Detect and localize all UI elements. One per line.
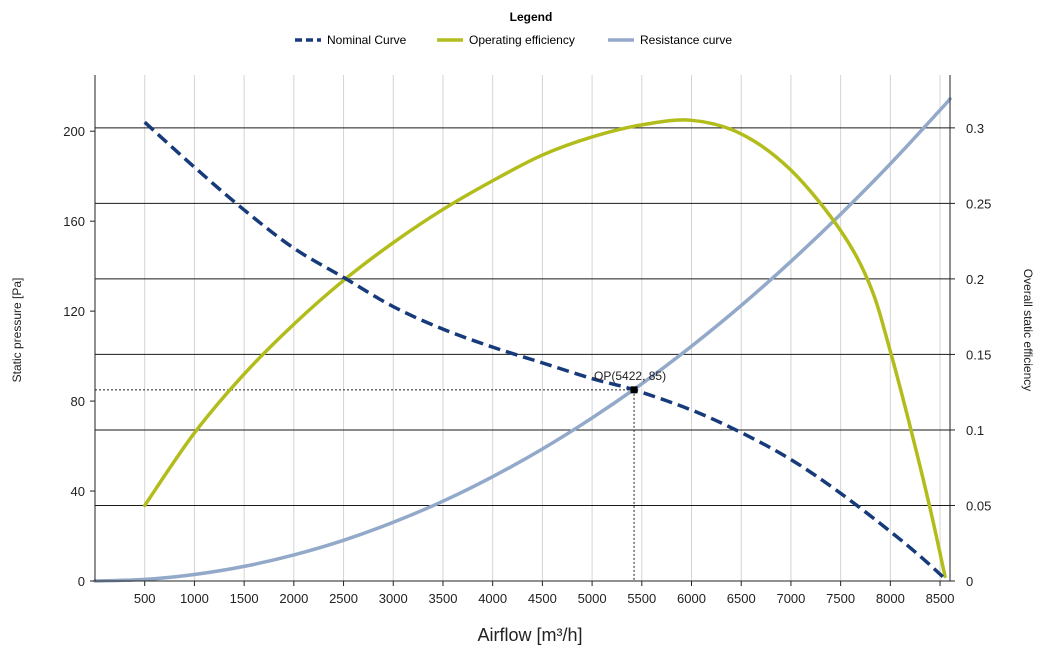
x-tick-labels: 500 1000 1500 2000 2500 3000 3500 4000 4500 5000 5… (134, 591, 955, 606)
legend-title: Legend (510, 10, 553, 24)
x-tick-label: 5000 (578, 591, 607, 606)
x-tick-label: 4500 (528, 591, 557, 606)
y-tick-label: 0 (78, 574, 85, 589)
y-tick-label: 40 (71, 484, 85, 499)
y2-tick-label: 0.25 (966, 196, 991, 211)
legend-label-resistance-curve: Resistance curve (640, 33, 732, 47)
x-tick-label: 8500 (926, 591, 955, 606)
x-tick-label: 3000 (379, 591, 408, 606)
y2-tick-label: 0.3 (966, 121, 984, 136)
x-tick-label: 7000 (776, 591, 805, 606)
x-tick-label: 4000 (478, 591, 507, 606)
vertical-gridlines (144, 75, 941, 581)
y2-tick-label: 0.15 (966, 347, 991, 362)
y-tick-label: 160 (63, 214, 85, 229)
x-axis-title: Airflow [m³/h] (477, 625, 582, 645)
y-tick-labels: 0 40 80 120 160 200 (63, 124, 85, 589)
axes (90, 75, 955, 586)
operating-point-label: OP(5422, 85) (594, 369, 666, 383)
y2-tick-label: 0.1 (966, 423, 984, 438)
operating-point-guides (95, 389, 635, 581)
legend: Legend Nominal Curve Operating efficiency… (295, 10, 732, 47)
operating-point: OP(5422, 85) (594, 369, 666, 394)
y2-tick-labels: 0 0.05 0.1 0.15 0.2 0.25 0.3 (966, 121, 991, 589)
legend-entries: Nominal Curve Operating efficiency Resista… (295, 33, 732, 47)
x-tick-label: 7500 (826, 591, 855, 606)
legend-label-operating-efficiency: Operating efficiency (469, 33, 575, 47)
y-tick-label: 80 (71, 394, 85, 409)
x-tick-label: 6500 (727, 591, 756, 606)
y-axis-title: Static pressure [Pa] (10, 278, 24, 383)
series-line-nominal-curve (143, 120, 947, 581)
plot-area: OP(5422, 85) (90, 75, 955, 586)
x-tick-label: 2000 (279, 591, 308, 606)
y-tick-label: 200 (63, 124, 85, 139)
y-tick-label: 120 (63, 304, 85, 319)
y2-axis-title: Overall static efficiency (1021, 269, 1035, 392)
y2-tick-label: 0.05 (966, 498, 991, 513)
x-tick-label: 3500 (429, 591, 458, 606)
series-group (93, 97, 952, 583)
y2-tick-label: 0 (966, 574, 973, 589)
x-tick-label: 8000 (876, 591, 905, 606)
y2-tick-label: 0.2 (966, 272, 984, 287)
x-tick-label: 2500 (329, 591, 358, 606)
series-line-operating-efficiency (142, 118, 947, 579)
x-tick-label: 1000 (180, 591, 209, 606)
series-line-resistance-curve (93, 97, 952, 583)
x-tick-label: 5500 (627, 591, 656, 606)
operating-point-marker (630, 386, 638, 394)
horizontal-gridlines (95, 127, 950, 506)
x-tick-label: 6000 (677, 591, 706, 606)
x-tick-label: 500 (134, 591, 156, 606)
legend-label-nominal-curve: Nominal Curve (327, 33, 407, 47)
x-tick-label: 1500 (230, 591, 259, 606)
